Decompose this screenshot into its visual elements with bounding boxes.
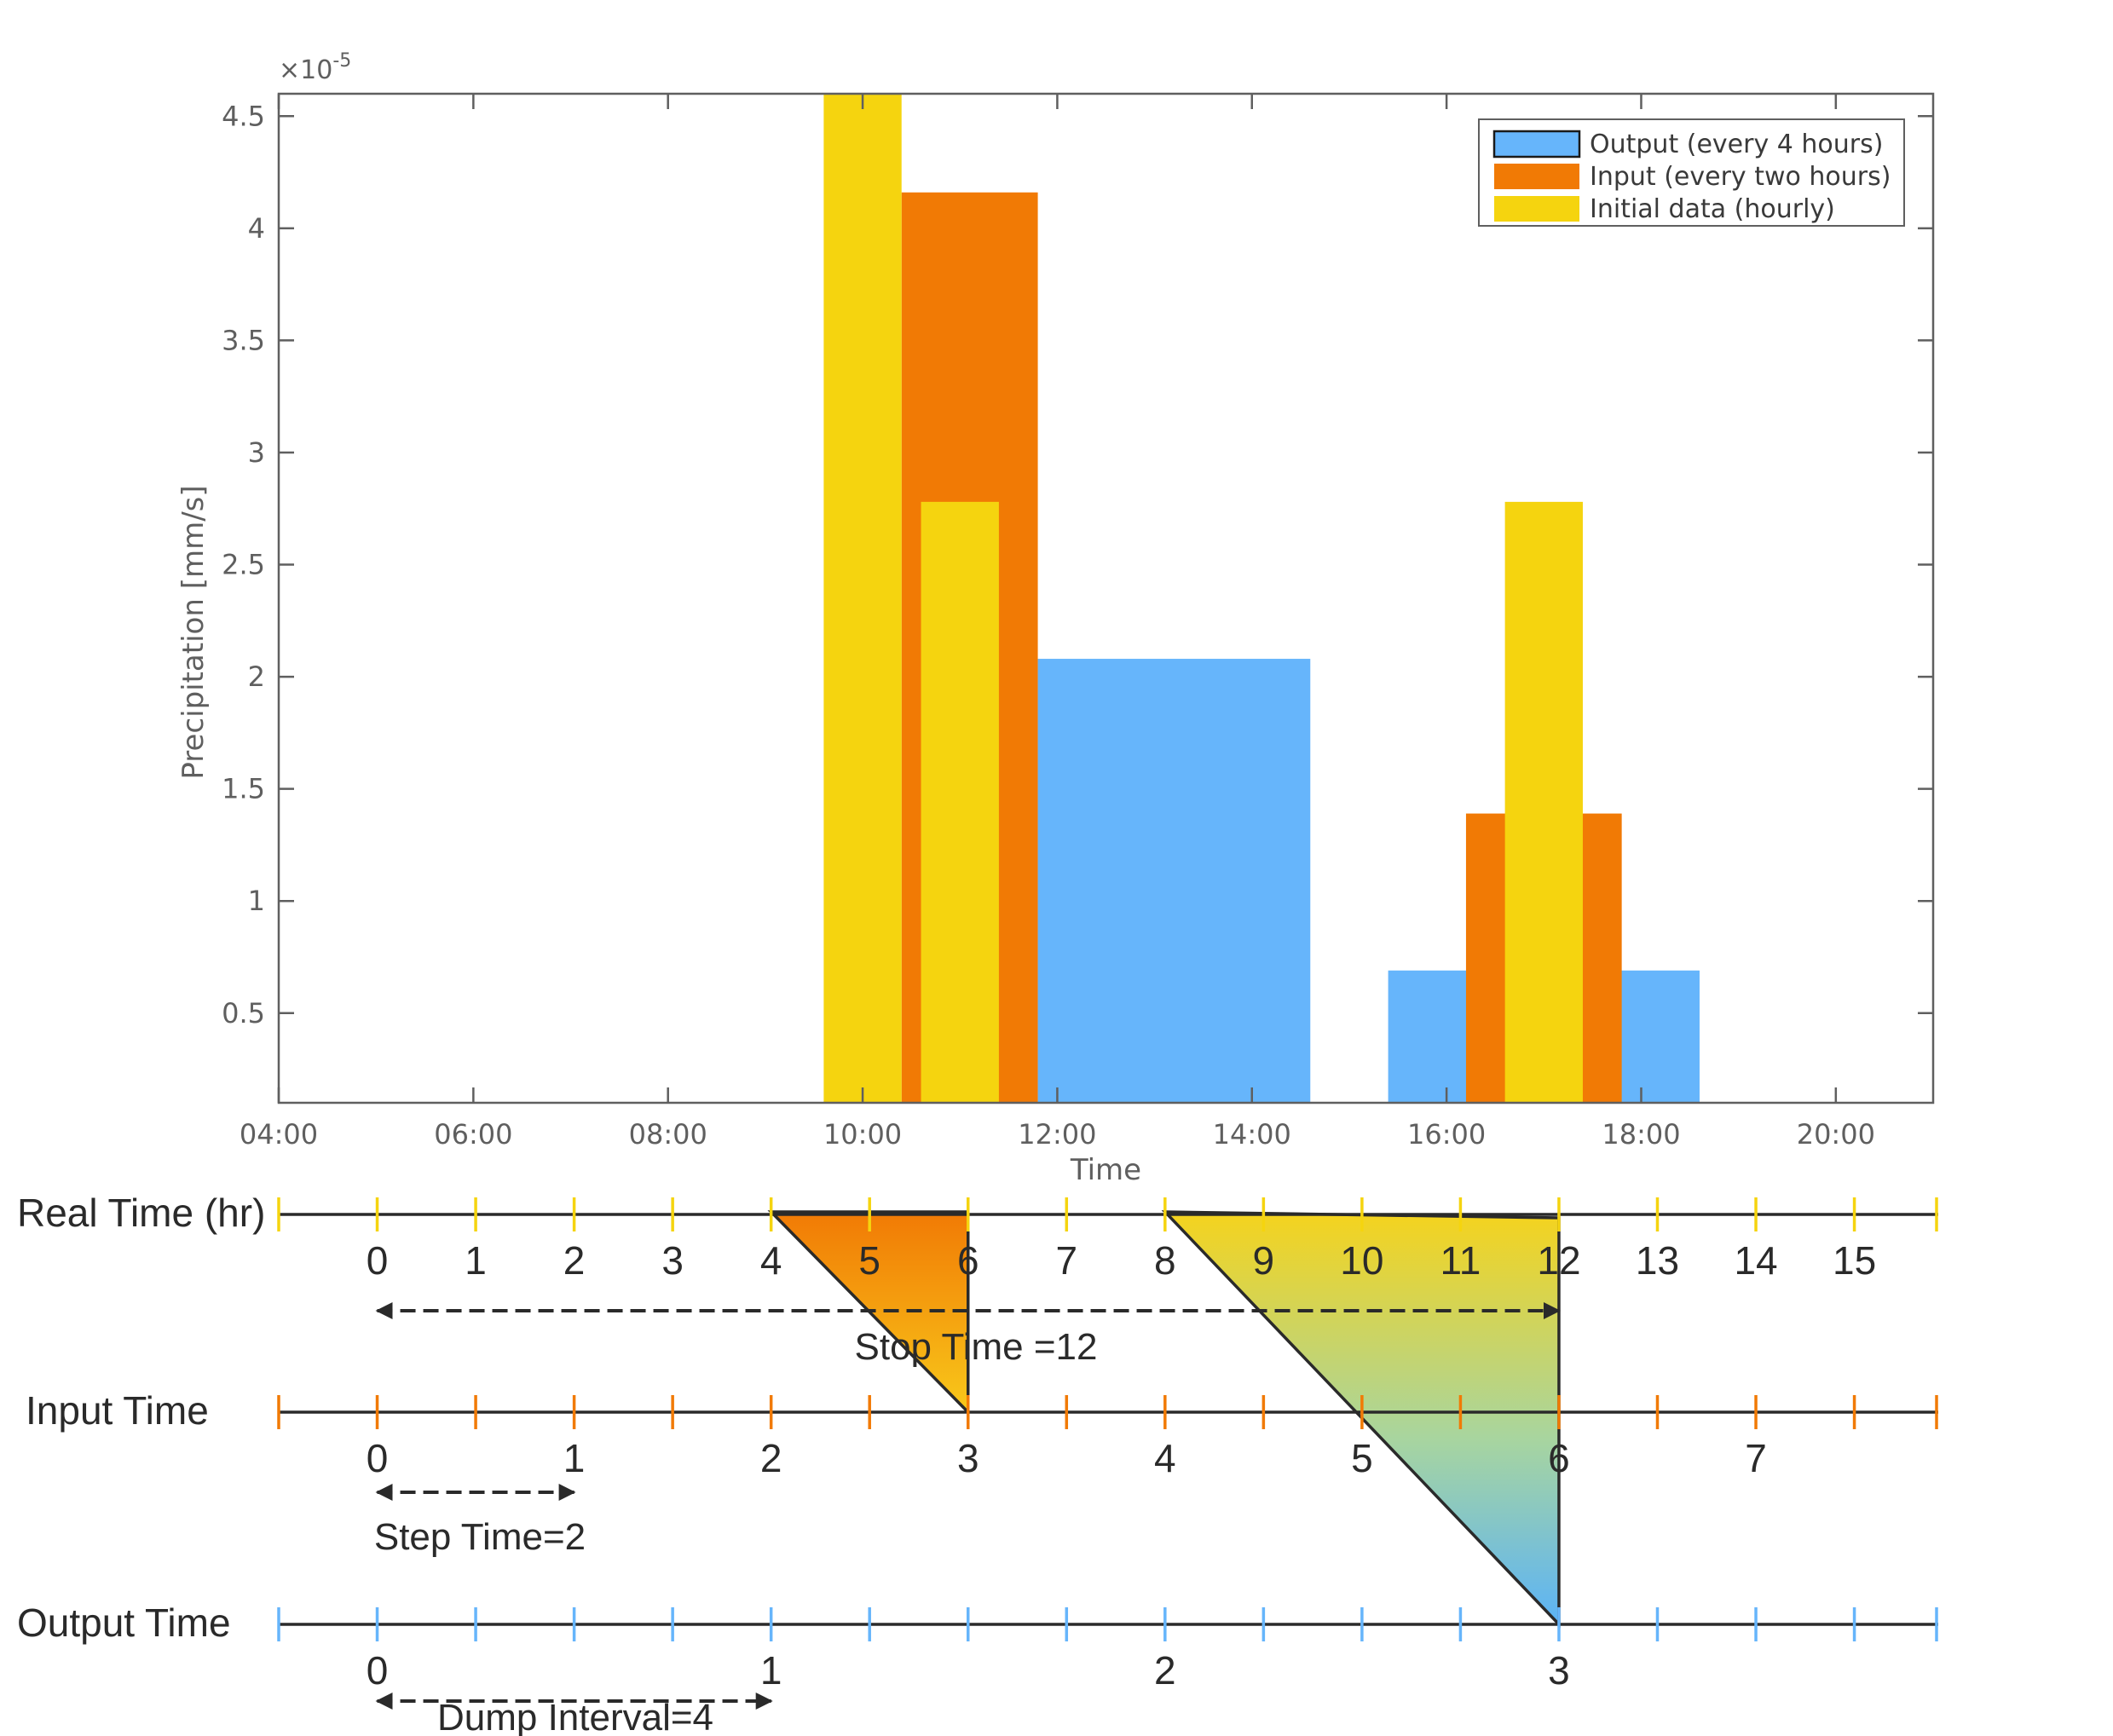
x-axis-ticks: 04:00 06:00 08:00 10:00 12:00 14:00 16:00 18:00… [240,94,1875,1151]
y-axis-exponent: ×10-5 [279,50,351,85]
y-exponent-base: ×10 [279,55,332,85]
timeline-tick-label: 5 [858,1238,880,1283]
timeline-tick-label: 3 [957,1436,979,1480]
timeline-tick-label: 13 [1636,1238,1679,1283]
bar-2-2 [1504,501,1583,1103]
bars [823,94,1700,1103]
x-tick-label: 06:00 [434,1118,512,1151]
timeline-output: Output Time 0 1 2 3 [17,1600,1938,1693]
timeline-tick-label: 4 [1154,1436,1176,1480]
timeline-tick-label: 10 [1340,1238,1383,1283]
timeline-tick-label: 3 [1548,1648,1570,1693]
timeline-tick-label: 3 [661,1238,684,1283]
y-tick-label: 4.5 [222,100,265,132]
y-tick-label: 1.5 [222,773,265,805]
x-tick-label: 08:00 [629,1118,707,1151]
timeline-tick-label: 4 [760,1238,782,1283]
timeline-tick-label: 14 [1734,1238,1777,1283]
timeline-tick-label: 6 [1548,1436,1570,1480]
bar-0-0 [1037,659,1311,1103]
timeline-label: Output Time [17,1600,231,1645]
timeline-tick-label: 8 [1154,1238,1176,1283]
timeline-tick-label: 5 [1351,1436,1373,1480]
timeline-tick-label: 0 [367,1648,389,1693]
legend-entry-label: Input (every two hours) [1590,162,1891,192]
precipitation-chart: 04:00 06:00 08:00 10:00 12:00 14:00 16:00 18:00… [176,50,1935,1187]
time-diagram: Real Time (hr)0 1 2 3 4 5 6 7 8 9 10 11 12 13 14 15Inpu… [17,1191,1938,1736]
x-tick-label: 04:00 [240,1118,318,1151]
y-tick-label: 1 [248,885,265,917]
timeline-tick-label: 11 [1440,1238,1481,1283]
timelines: Real Time (hr)0 1 2 3 4 5 6 7 8 9 10 11 12 13 14 15Inpu… [17,1191,1938,1693]
timeline-tick-label: 2 [563,1238,586,1283]
x-tick-label: 12:00 [1018,1118,1096,1151]
bar-2-1 [921,501,999,1103]
legend-entry-label: Initial data (hourly) [1590,194,1835,224]
y-exponent-power: -5 [332,50,351,72]
timeline-input: Input Time 0 1 2 3 4 5 6 7 [26,1388,1938,1480]
y-tick-label: 2.5 [222,549,265,581]
timeline-tick-label: 2 [760,1436,782,1480]
timeline-tick-label: 1 [465,1238,487,1283]
timeline-tick-label: 7 [1055,1238,1077,1283]
x-tick-label: 10:00 [823,1118,902,1151]
legend-entry-label: Output (every 4 hours) [1590,130,1883,159]
y-axis-label: Precipitation [mm/s] [176,485,211,779]
y-tick-label: 3 [248,436,265,469]
step-time-label: Step Time=2 [374,1516,586,1558]
timeline-tick-label: 15 [1833,1238,1876,1283]
legend-swatch [1494,196,1579,222]
x-tick-label: 18:00 [1602,1118,1680,1151]
y-tick-label: 4 [248,212,265,245]
timeline-tick-label: 1 [760,1648,782,1693]
legend-swatch [1494,164,1579,189]
bar-2-0 [823,94,902,1103]
timeline-label: Input Time [26,1388,209,1433]
dump-interval-label: Dump Interval=4 [437,1697,713,1736]
y-axis-ticks: 0.5 1 1.5 2 2.5 3 3.5 4 4.5 [222,100,1933,1029]
timeline-tick-label: 12 [1537,1238,1580,1283]
x-axis-label: Time [1070,1153,1141,1187]
timeline-tick-label: 9 [1253,1238,1275,1283]
x-tick-label: 16:00 [1407,1118,1486,1151]
y-tick-label: 0.5 [222,997,265,1029]
x-tick-label: 20:00 [1797,1118,1875,1151]
timeline-tick-label: 0 [367,1436,389,1480]
timeline-tick-label: 7 [1745,1436,1767,1480]
timeline-tick-label: 6 [957,1238,979,1283]
legend-swatch [1492,130,1581,159]
stop-time-label: Stop Time =12 [855,1326,1098,1368]
timeline-tick-label: 1 [563,1436,586,1480]
y-tick-label: 3.5 [222,324,265,356]
legend: Output (every 4 hours) Input (every two h… [1478,118,1905,227]
timeline-tick-label: 0 [367,1238,389,1283]
timeline-real: Real Time (hr)0 1 2 3 4 5 6 7 8 9 10 11 12 13 14 15 [17,1191,1938,1283]
timeline-label: Real Time (hr) [17,1191,265,1235]
axes-box [277,92,1935,1104]
x-tick-label: 14:00 [1213,1118,1291,1151]
y-tick-label: 2 [248,660,265,693]
timeline-tick-label: 2 [1154,1648,1176,1693]
